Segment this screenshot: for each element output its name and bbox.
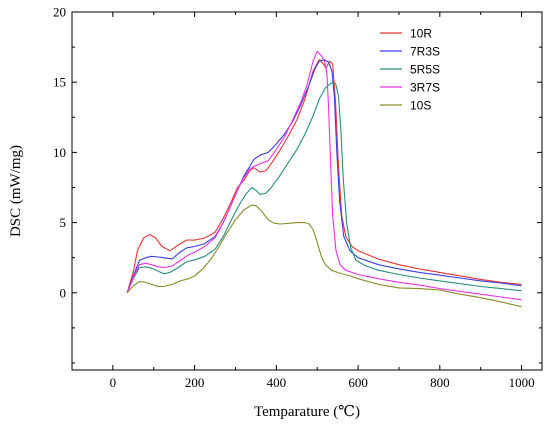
legend-label-3r7s: 3R7S <box>410 81 440 95</box>
y-axis-title: DSC (mW/mg) <box>8 145 24 237</box>
x-axis-title: Temparature (℃) <box>254 404 360 420</box>
y-tick-label: 20 <box>53 5 66 20</box>
x-tick-label: 600 <box>348 375 368 390</box>
legend-label-5r5s: 5R5S <box>410 63 440 77</box>
legend-label-10r: 10R <box>410 27 432 41</box>
legend: 10R 7R3S 5R5S 3R7S 10S <box>380 27 440 113</box>
x-tick-label: 0 <box>110 375 117 390</box>
x-tick-label: 400 <box>267 375 287 390</box>
series-lines <box>126 50 522 308</box>
series-line-10s <box>126 204 522 308</box>
legend-label-7r3s: 7R3S <box>410 45 440 59</box>
series-line-5r5s <box>126 82 522 294</box>
plot-frame <box>71 11 543 371</box>
x-tick-label: 1000 <box>509 375 535 390</box>
series-line-7r3s <box>126 59 522 293</box>
y-tick-label: 10 <box>53 145 66 160</box>
series-line-3r7s <box>126 50 522 301</box>
series-line-10r <box>126 59 522 293</box>
x-tick-label: 200 <box>185 375 205 390</box>
axis-ticks: 0 200 400 600 800 1000 0 5 10 15 20 <box>53 5 542 390</box>
y-tick-label: 0 <box>60 285 67 300</box>
y-tick-label: 15 <box>53 75 66 90</box>
legend-label-10s: 10S <box>410 99 431 113</box>
x-tick-label: 800 <box>430 375 450 390</box>
y-tick-label: 5 <box>60 215 67 230</box>
